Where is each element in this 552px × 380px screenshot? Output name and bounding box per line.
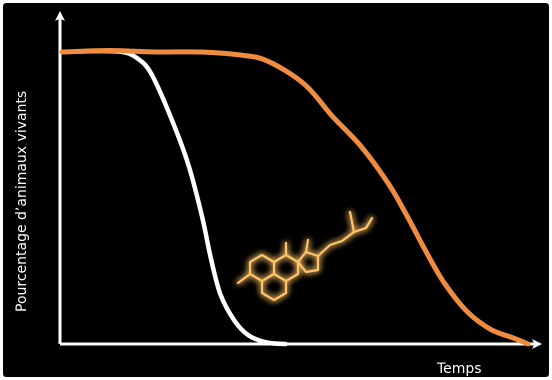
y-axis-label: Pourcentage d’animaux vivants: [14, 91, 30, 312]
series-layer: [59, 48, 531, 347]
steroid-molecule-icon: [236, 210, 374, 302]
series-line-1: [59, 48, 288, 347]
axes: [55, 11, 542, 349]
series-line-2: [59, 48, 531, 347]
x-axis-label: Temps: [436, 361, 482, 377]
